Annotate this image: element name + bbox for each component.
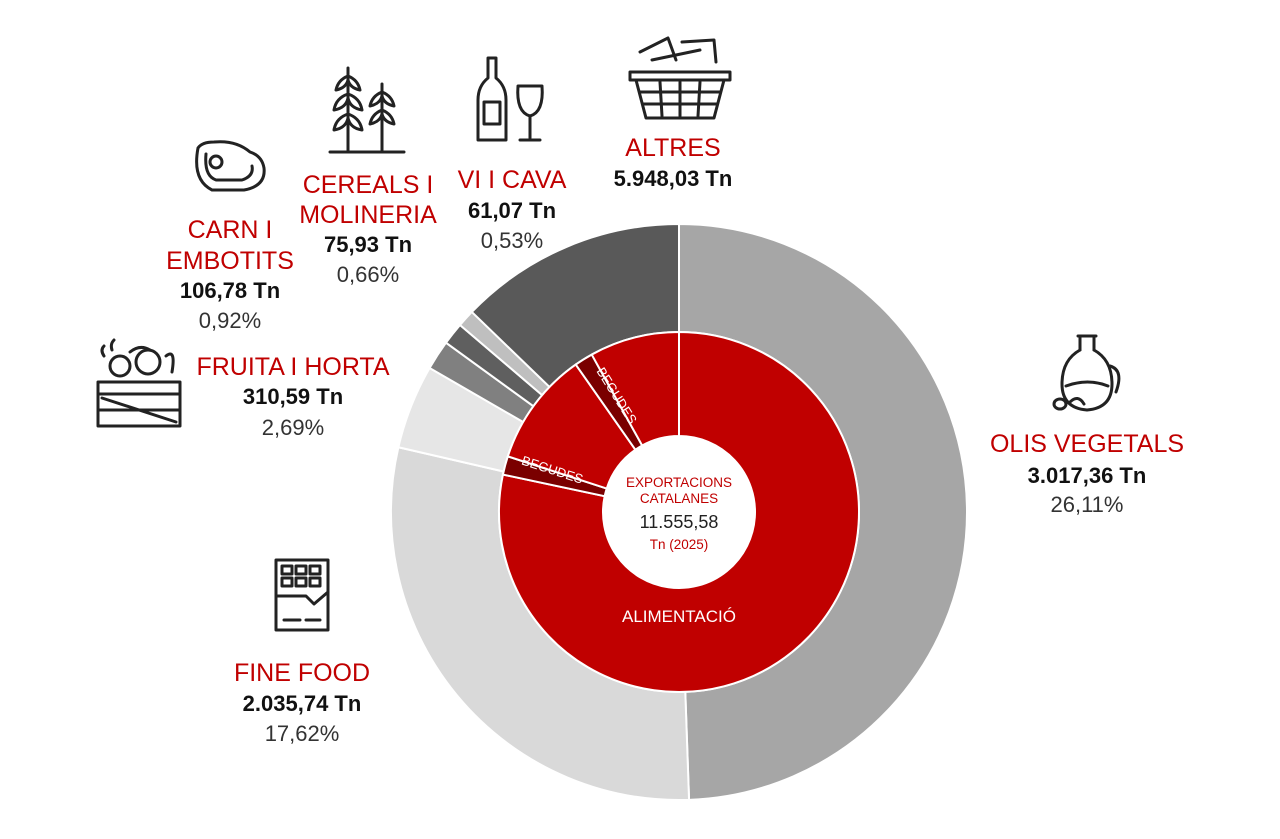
label-altres: ALTRES 5.948,03 Tn [614, 134, 733, 191]
wheat-icon [328, 66, 406, 154]
wine-bottle-glass-icon [476, 56, 544, 142]
inner-label-alimentacio: ALIMENTACIÓ [622, 607, 736, 626]
label-cereals-percent: 0,66% [337, 262, 399, 287]
center-label: EXPORTACIONS CATALANES 11.555,58 Tn (202… [603, 436, 755, 588]
label-fruita-value: 310,59 Tn [243, 384, 343, 409]
label-finefood-name: FINE FOOD [234, 659, 370, 687]
label-altres-name: ALTRES [625, 134, 720, 162]
label-fruita-percent: 2,69% [262, 415, 324, 440]
center-hole [603, 436, 755, 588]
label-cereals-value: 75,93 Tn [324, 232, 412, 257]
label-finefood: FINE FOOD 2.035,74 Tn 17,62% [234, 659, 370, 746]
chocolate-bar-icon [274, 558, 330, 632]
label-carn-name-1: CARN I [188, 216, 273, 244]
label-olis: OLIS VEGETALS 3.017,36 Tn 26,11% [990, 430, 1184, 517]
label-vi-percent: 0,53% [481, 228, 543, 253]
center-total: 11.555,58 [640, 512, 719, 532]
label-vi-value: 61,07 Tn [468, 198, 556, 223]
center-line-4: Tn (2025) [650, 537, 709, 552]
oil-jug-icon [1052, 334, 1121, 412]
inner-ring [498, 330, 860, 693]
label-vi: VI I CAVA 61,07 Tn 0,53% [458, 166, 567, 253]
label-fruita-name: FRUITA I HORTA [196, 353, 389, 381]
inner-slice-alimentacio [498, 330, 860, 693]
label-olis-percent: 26,11% [1051, 492, 1124, 517]
label-finefood-percent: 17,62% [265, 721, 340, 746]
label-carn-value: 106,78 Tn [180, 278, 280, 303]
label-carn-percent: 0,92% [199, 308, 261, 333]
basket-icon [628, 36, 732, 120]
outer-ring [390, 222, 968, 801]
label-olis-name: OLIS VEGETALS [990, 430, 1184, 458]
label-olis-value: 3.017,36 Tn [1028, 463, 1147, 488]
label-finefood-value: 2.035,74 Tn [243, 691, 362, 716]
steak-icon [195, 140, 266, 192]
label-vi-name: VI I CAVA [458, 166, 567, 194]
label-altres-value: 5.948,03 Tn [614, 166, 733, 191]
label-cereals: CEREALS I MOLINERIA 75,93 Tn 0,66% [299, 171, 437, 287]
label-carn: CARN I EMBOTITS 106,78 Tn 0,92% [166, 216, 294, 333]
vegetable-crate-icon [96, 338, 182, 428]
label-cereals-name-2: MOLINERIA [299, 201, 437, 229]
label-cereals-name-1: CEREALS I [303, 171, 434, 199]
label-fruita: FRUITA I HORTA 310,59 Tn 2,69% [196, 353, 389, 440]
label-carn-name-2: EMBOTITS [166, 247, 294, 275]
center-line-1: EXPORTACIONS [626, 475, 732, 490]
center-line-2: CATALANES [640, 491, 718, 506]
